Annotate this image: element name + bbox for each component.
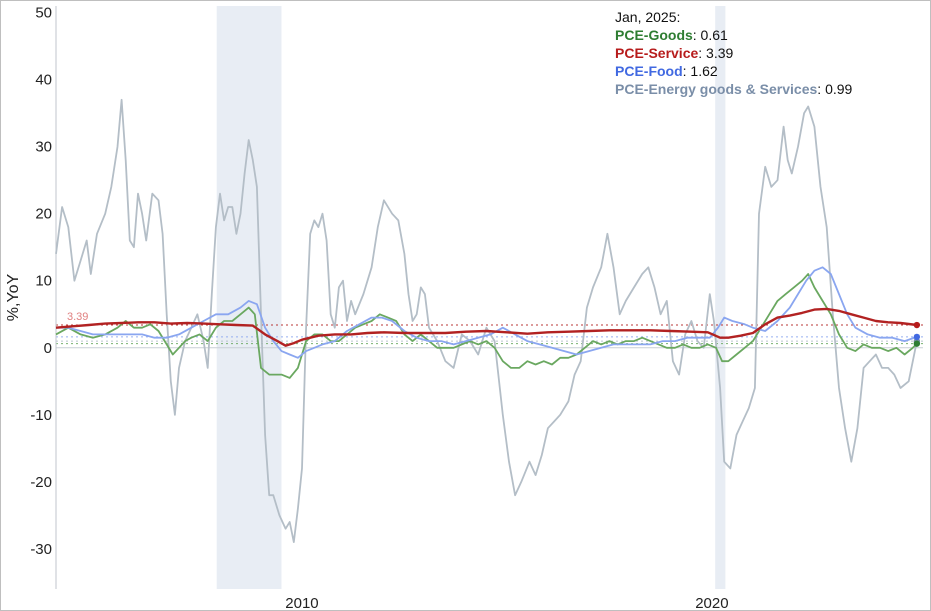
y-tick-label: 50 bbox=[35, 5, 52, 22]
series-line-1 bbox=[55, 273, 918, 379]
legend-series-name: PCE-Service bbox=[615, 45, 698, 61]
y-tick-label: -30 bbox=[30, 541, 52, 558]
y-tick-label: -20 bbox=[30, 474, 52, 491]
legend-series-value: : 0.99 bbox=[817, 81, 852, 97]
legend-series-value: : 3.39 bbox=[698, 45, 733, 61]
legend-entry-1: PCE-Service: 3.39 bbox=[615, 45, 734, 61]
y-tick-label: 20 bbox=[35, 206, 52, 223]
x-tick-label: 2020 bbox=[695, 595, 728, 610]
legend-entry-2: PCE-Food: 1.62 bbox=[615, 63, 718, 79]
legend-entry-0: PCE-Goods: 0.61 bbox=[615, 27, 728, 43]
legend-series-name: PCE-Energy goods & Services bbox=[615, 81, 818, 97]
y-tick-label: -10 bbox=[30, 407, 52, 424]
series-line-0 bbox=[55, 98, 918, 543]
y-tick-label: 0 bbox=[44, 340, 52, 357]
series-end-dot-3 bbox=[913, 321, 921, 329]
y-tick-label: 30 bbox=[35, 139, 52, 156]
legend-series-value: : 1.62 bbox=[683, 63, 718, 79]
series-line-2 bbox=[56, 266, 918, 359]
recession-band-1 bbox=[715, 6, 726, 589]
y-axis-label: %,YoY bbox=[5, 273, 22, 321]
series-end-dot-2 bbox=[913, 333, 921, 341]
legend-series-name: PCE-Food bbox=[615, 63, 683, 79]
legend-entry-3: PCE-Energy goods & Services: 0.99 bbox=[615, 81, 853, 97]
legend-series-value: : 0.61 bbox=[693, 27, 728, 43]
y-tick-label: 10 bbox=[35, 273, 52, 290]
series-line-3 bbox=[55, 307, 918, 347]
x-tick-label: 2010 bbox=[285, 595, 318, 610]
legend-header: Jan, 2025: bbox=[615, 9, 680, 25]
reference-value-label: 3.39 bbox=[67, 311, 88, 323]
series-end-dot-1 bbox=[913, 340, 921, 347]
legend-series-name: PCE-Goods bbox=[615, 27, 693, 43]
y-tick-label: 40 bbox=[35, 72, 52, 89]
recession-band-0 bbox=[216, 6, 282, 589]
